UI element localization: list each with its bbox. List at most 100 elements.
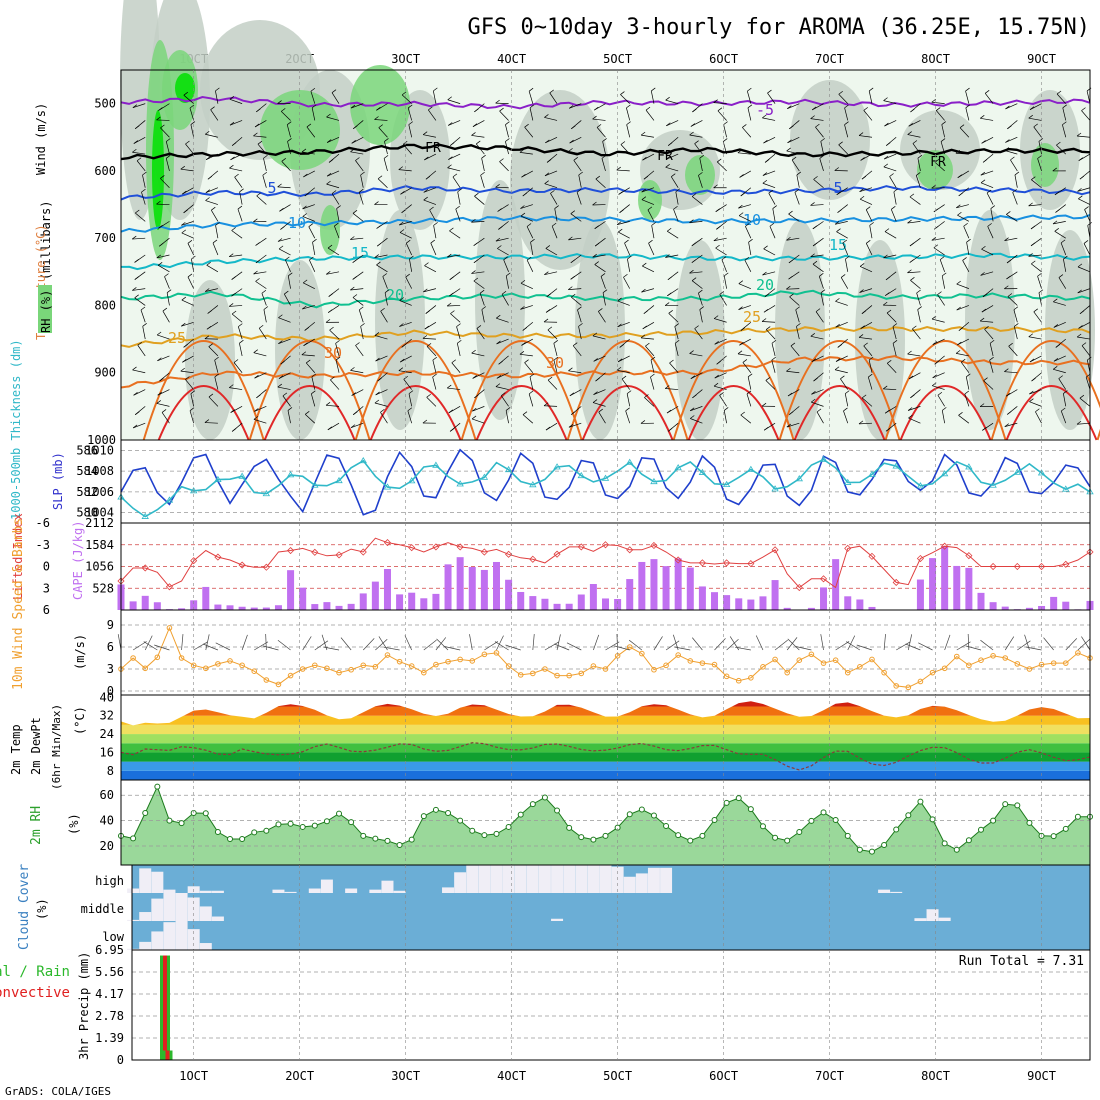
upper-wind-barb [738,212,744,216]
upper-wind-barb [907,350,912,355]
lifted-index-marker [916,554,924,563]
cape-bar [141,595,149,610]
upper-wind-barb [861,397,873,407]
upper-wind-barb [1063,390,1068,394]
upper-wind-barb [909,196,921,205]
surface-wind-barb [735,646,751,651]
upper-wind-barb [739,341,744,346]
upper-wind-barb [471,218,476,223]
upper-wind-barb [481,306,487,310]
upper-wind-barb [644,394,649,398]
upper-wind-barb [714,338,727,345]
cloud-bar [393,890,406,893]
upper-wind-barb [134,125,140,130]
li-tick-label: 3 [43,581,50,595]
thickness-marker [965,463,973,470]
upper-wind-barb [665,166,679,172]
wind-speed-marker [287,672,294,679]
cape-bar [916,579,924,610]
upper-wind-barb [254,408,259,412]
upper-wind-barb [959,124,965,128]
wind-speed-marker [808,651,815,658]
top-day-label: 4OCT [497,52,526,66]
upper-wind-barb [544,114,549,118]
upper-wind-barb [811,401,824,407]
isotherm-line [120,213,1091,233]
upper-wind-barb [910,277,915,281]
surface-wind-barb [144,635,153,651]
upper-wind-barb [519,353,533,357]
upper-wind-barb [737,353,751,357]
upper-wind-barb [595,377,600,382]
wind-speed-marker [590,663,597,669]
upper-wind-barb [859,337,873,340]
upper-wind-barb [181,296,187,301]
upper-wind-barb [788,275,793,280]
upper-wind-barb [861,175,867,180]
upper-wind-barb [229,164,234,169]
upper-wind-barb [281,111,291,121]
upper-wind-barb [912,143,921,155]
lifted-index-marker [408,544,416,552]
upper-wind-barb [311,376,316,390]
upper-wind-barb [433,222,438,226]
upper-wind-barb [865,209,873,222]
cloud-bar [163,893,176,921]
upper-wind-barb [424,325,430,330]
upper-wind-barb [717,158,722,163]
rh2m-marker [638,806,645,813]
upper-wind-barb [281,108,286,112]
isotherm-line [120,289,1091,309]
cloud-bar [127,919,140,921]
bottom-day-label: 7OCT [815,1069,844,1083]
upper-wind-barb [861,394,867,399]
surface-wind-barb [378,636,388,651]
upper-wind-barb [689,407,695,412]
upper-wind-barb [835,323,840,328]
thickness-marker [359,456,367,464]
upper-wind-barb [286,124,291,138]
upper-wind-barb [1058,375,1063,379]
cloud-bar [599,865,612,893]
surface-wind-barb [1065,638,1078,651]
upper-wind-barb [721,256,727,260]
upper-wind-barb [1079,310,1085,315]
upper-wind-barb [762,271,767,276]
thickness-marker [335,476,343,484]
upper-wind-barb [350,103,364,109]
upper-wind-barb [1029,401,1042,407]
upper-wind-barb [132,151,146,155]
upper-wind-barb [931,184,936,189]
upper-wind-barb [719,294,727,306]
wind-speed-marker [1075,650,1081,656]
upper-wind-barb [447,164,452,169]
upper-wind-barb [885,427,891,432]
upper-wind-barb [665,99,679,104]
upper-wind-barb [1056,93,1067,104]
surface-wind-barb [896,641,911,651]
upper-wind-barb [957,211,962,216]
upper-wind-barb [767,89,772,94]
rh2m-marker [263,827,270,834]
upper-wind-barb [645,106,651,111]
upper-wind-barb [691,277,697,281]
upper-wind-barb [501,294,509,306]
upper-wind-barb [1062,107,1067,121]
slp-tick-label: 1006 [85,485,114,499]
upper-wind-barb [350,236,355,240]
thickness-marker [456,480,464,487]
upper-wind-barb [602,292,606,306]
upper-wind-barb [544,271,549,275]
upper-wind-barb [205,130,210,135]
upper-wind-barb [790,342,796,347]
upper-wind-barb [476,328,485,340]
upper-wind-barb [980,170,994,176]
upper-wind-barb [812,225,818,230]
upper-wind-barb [747,107,752,121]
upper-wind-barb [592,335,606,340]
upper-wind-barb [331,193,340,205]
upper-wind-barb [569,139,574,144]
upper-wind-barb [278,372,291,379]
wind-speed-marker [275,681,282,688]
upper-wind-barb [958,192,963,197]
